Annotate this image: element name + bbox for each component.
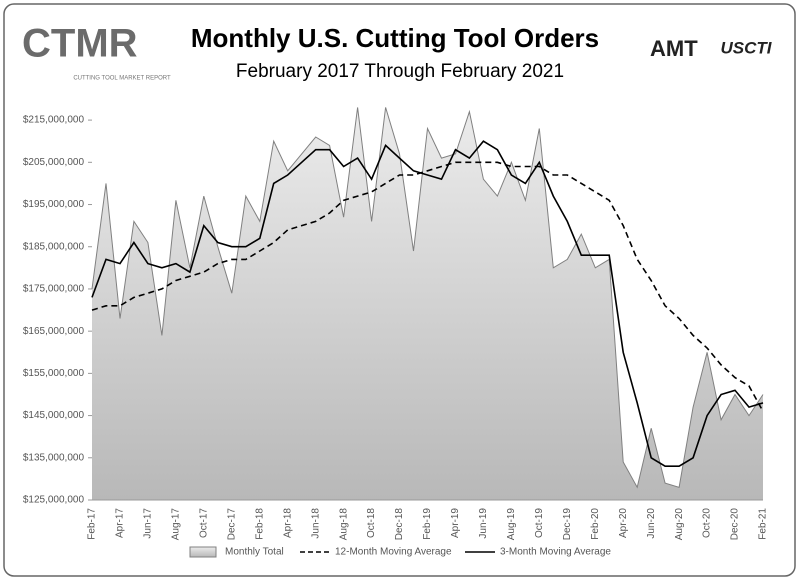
y-tick-label: $175,000,000 [23, 284, 85, 295]
x-tick-label: Feb-19 [422, 508, 433, 540]
y-tick-label: $145,000,000 [23, 410, 85, 421]
logo-uscti: USCTI [721, 38, 773, 57]
legend-label: Monthly Total [225, 547, 284, 558]
area-fill [92, 107, 763, 501]
x-tick-label: Dec-19 [562, 508, 573, 541]
legend-label: 12-Month Moving Average [335, 547, 452, 558]
x-tick-label: Jun-17 [143, 508, 154, 539]
logo-caption: CUTTING TOOL MARKET REPORT [73, 76, 171, 82]
x-tick-label: Oct-20 [702, 508, 713, 538]
x-tick-label: Oct-19 [534, 508, 545, 538]
x-tick-label: Feb-18 [254, 508, 265, 540]
chart-subtitle: February 2017 Through February 2021 [236, 61, 564, 82]
x-tick-label: Dec-17 [226, 508, 237, 541]
chart-title: Monthly U.S. Cutting Tool Orders [191, 23, 599, 53]
y-tick-label: $205,000,000 [23, 157, 85, 168]
series-line [91, 161, 764, 412]
x-tick-label: Jun-18 [310, 508, 321, 539]
x-tick-label: Aug-20 [674, 508, 685, 541]
area-line [91, 107, 764, 489]
x-tick-label: Feb-20 [590, 508, 601, 540]
y-tick-label: $155,000,000 [23, 368, 85, 379]
y-tick-label: $195,000,000 [23, 199, 85, 210]
x-tick-label: Oct-17 [198, 508, 209, 538]
x-tick-label: Aug-18 [338, 508, 349, 541]
x-tick-label: Apr-18 [282, 508, 293, 538]
x-tick-label: Apr-19 [450, 508, 461, 538]
logo-amt: AMT [650, 36, 698, 61]
x-tick-label: Feb-21 [758, 508, 769, 540]
x-tick-label: Dec-20 [730, 508, 741, 541]
y-tick-label: $215,000,000 [23, 115, 85, 126]
x-tick-label: Jun-20 [646, 508, 657, 539]
logo-ctmr: CTMR [22, 22, 138, 66]
y-tick-label: $185,000,000 [23, 241, 85, 252]
y-tick-label: $135,000,000 [23, 452, 85, 463]
y-tick-label: $125,000,000 [23, 495, 85, 506]
x-tick-label: Oct-18 [366, 508, 377, 538]
series-line [91, 140, 764, 467]
x-tick-label: Apr-20 [618, 508, 629, 538]
x-tick-label: Jun-19 [478, 508, 489, 539]
legend-label: 3-Month Moving Average [500, 547, 611, 558]
x-tick-label: Dec-18 [394, 508, 405, 541]
x-tick-label: Aug-19 [506, 508, 517, 541]
x-tick-label: Apr-17 [115, 508, 126, 538]
legend-swatch [189, 546, 217, 558]
y-tick-label: $165,000,000 [23, 326, 85, 337]
x-tick-label: Aug-17 [171, 508, 182, 541]
x-tick-label: Feb-17 [87, 508, 98, 540]
